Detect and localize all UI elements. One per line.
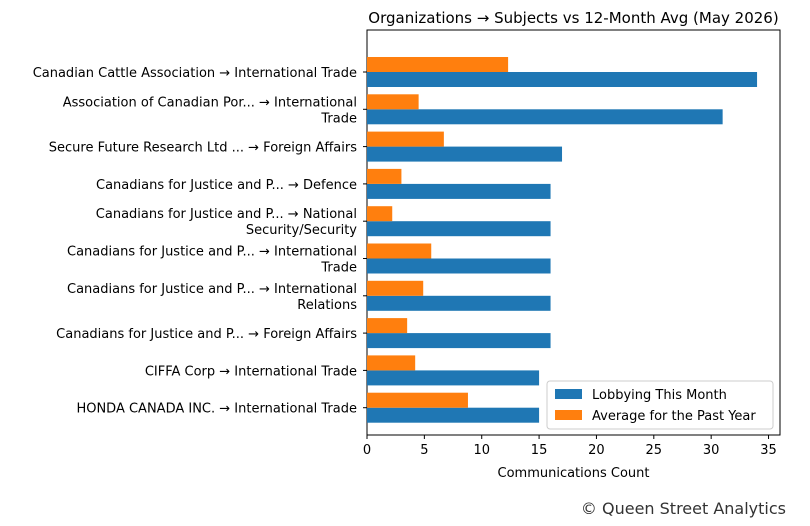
y-tick-label: Canadians for Justice and P... → Interna… [67,282,357,313]
bar-past-year-average [367,280,424,296]
bar-this-month [367,333,551,349]
x-tick-label: 10 [473,443,490,458]
chart-title: Organizations → Subjects vs 12-Month Avg… [368,9,778,27]
bar-this-month [367,407,540,423]
bar-past-year-average [367,131,444,147]
y-tick-label: Canadians for Justice and P... → Nationa… [96,207,358,238]
legend-swatch [555,410,582,420]
x-axis: 0 5 10 15 20 25 30 35 [363,435,777,458]
x-tick-label: 0 [363,443,371,458]
bar-this-month [367,370,540,386]
x-tick-label: 35 [760,443,777,458]
legend-box [546,380,774,430]
y-tick-label: CIFFA Corp → International Trade [145,364,357,379]
bar-past-year-average [367,392,468,408]
y-tick-label: Canadians for Justice and P... → Interna… [67,245,357,276]
bar-past-year-average [367,318,408,334]
legend-label: Average for the Past Year [592,409,756,424]
x-tick-label: 15 [531,443,548,458]
x-tick-label: 20 [588,443,605,458]
bars-group [367,57,758,423]
y-axis: Canadian Cattle Association → Internatio… [33,66,367,417]
x-tick-label: 30 [703,443,720,458]
bar-past-year-average [367,206,393,222]
bar-this-month [367,221,551,237]
x-tick-label: 5 [420,443,428,458]
bar-this-month [367,146,563,162]
bar-past-year-average [367,94,419,110]
bar-this-month [367,295,551,311]
bar-past-year-average [367,57,509,72]
y-tick-label: Association of Canadian Por... → Interna… [63,95,357,126]
legend-label: Lobbying This Month [592,388,727,403]
x-tick-label: 25 [646,443,663,458]
footer-copyright: © Queen Street Analytics [580,499,786,518]
bar-past-year-average [367,168,402,184]
bar-past-year-average [367,355,416,371]
bar-this-month [367,72,758,87]
y-tick-label: Canadians for Justice and P... → Defence [96,178,357,193]
y-tick-label: Canadian Cattle Association → Internatio… [33,66,357,81]
x-axis-label: Communications Count [498,466,650,481]
legend: Lobbying This Month Average for the Past … [546,380,774,430]
bar-this-month [367,183,551,199]
bar-this-month [367,258,551,274]
legend-swatch [555,389,582,399]
y-tick-label: Canadians for Justice and P... → Foreign… [56,327,357,342]
y-tick-label: Secure Future Research Ltd ... → Foreign… [49,141,357,156]
bar-past-year-average [367,243,432,259]
bar-this-month [367,109,723,125]
y-tick-label: HONDA CANADA INC. → International Trade [76,402,357,417]
